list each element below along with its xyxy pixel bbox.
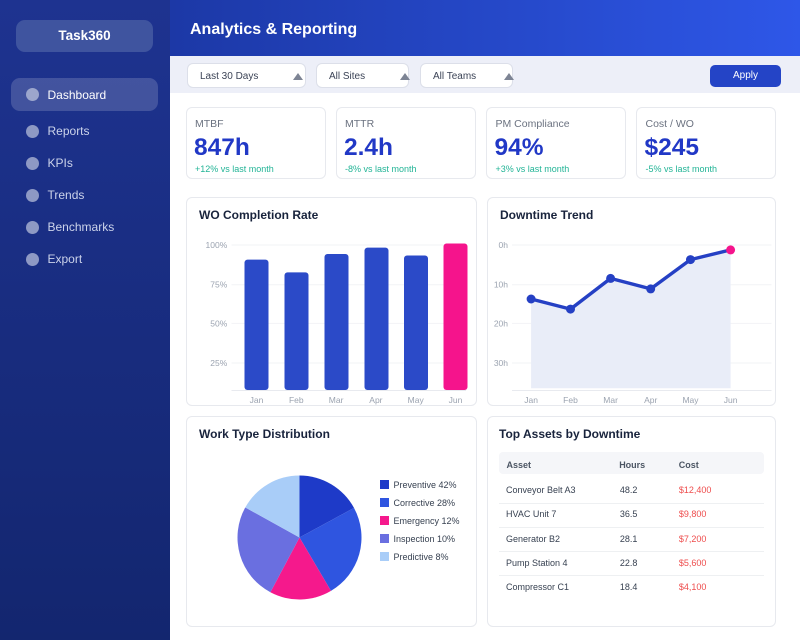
svg-text:20h: 20h	[493, 318, 507, 328]
svg-text:50%: 50%	[210, 318, 227, 328]
svg-text:0h: 0h	[498, 240, 508, 250]
svg-text:30h: 30h	[493, 358, 507, 368]
svg-text:10h: 10h	[493, 280, 507, 290]
svg-text:Jun: Jun	[448, 395, 462, 405]
svg-text:Feb: Feb	[563, 395, 578, 405]
svg-text:Jan: Jan	[249, 395, 263, 405]
svg-text:Mar: Mar	[328, 395, 343, 405]
svg-text:25%: 25%	[210, 358, 227, 368]
svg-text:May: May	[682, 395, 699, 405]
svg-text:Jan: Jan	[524, 395, 538, 405]
svg-text:Feb: Feb	[288, 395, 303, 405]
svg-text:Jun: Jun	[723, 395, 737, 405]
svg-text:Apr: Apr	[644, 395, 657, 405]
svg-text:Mar: Mar	[603, 395, 618, 405]
svg-text:75%: 75%	[210, 280, 227, 290]
svg-text:May: May	[407, 395, 424, 405]
svg-text:100%: 100%	[205, 240, 227, 250]
svg-text:Apr: Apr	[369, 395, 382, 405]
